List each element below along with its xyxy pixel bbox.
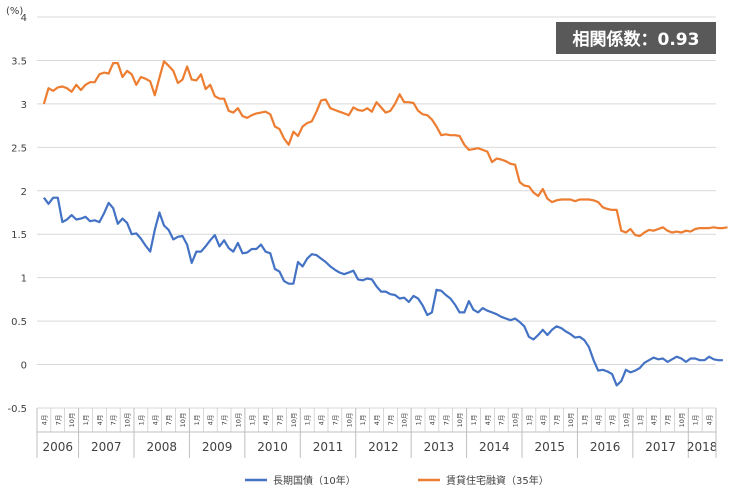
x-month-label: 10月	[124, 413, 132, 428]
y-tick-label: 3	[21, 100, 27, 111]
x-month-label: 1月	[525, 415, 533, 426]
x-month-label: 10月	[290, 413, 298, 428]
y-tick-label: 1	[21, 274, 27, 285]
x-year-label: 2009	[202, 440, 233, 454]
legend-label: 長期国債（10年）	[273, 474, 356, 487]
x-year-label: 2017	[645, 440, 676, 454]
x-month-label: 4月	[484, 415, 492, 426]
x-month-label: 4月	[706, 415, 714, 426]
x-month-label: 10月	[179, 413, 187, 428]
x-month-label: 4月	[539, 415, 547, 426]
x-month-label: 10月	[68, 413, 76, 428]
x-month-label: 7月	[387, 415, 395, 426]
x-month-label: 4月	[262, 415, 270, 426]
y-tick-label: 2	[21, 187, 27, 198]
x-month-label: 7月	[442, 415, 450, 426]
x-month-label: 1月	[193, 415, 201, 426]
x-year-label: 2010	[257, 440, 288, 454]
x-month-label: 7月	[609, 415, 617, 426]
x-month-label: 4月	[207, 415, 215, 426]
series-line	[43, 196, 723, 387]
x-year-label: 2006	[43, 440, 74, 454]
x-month-label: 1月	[581, 415, 589, 426]
x-year-label: 2007	[91, 440, 122, 454]
y-tick-label: 0.5	[11, 317, 27, 328]
y-unit-label: (%)	[6, 6, 23, 17]
series	[42, 60, 728, 387]
x-year-label: 2016	[590, 440, 621, 454]
x-month-label: 10月	[345, 413, 353, 428]
x-month-label: 7月	[331, 415, 339, 426]
badge-background	[556, 22, 716, 54]
x-month-label: 1月	[304, 415, 312, 426]
x-year-label: 2015	[534, 440, 565, 454]
x-month-label: 10月	[234, 413, 242, 428]
x-month-label: 1月	[470, 415, 478, 426]
x-year-label: 2018	[687, 440, 718, 454]
y-tick-label: -0.5	[7, 404, 27, 415]
y-tick-label: 1.5	[11, 230, 27, 241]
x-month-label: 4月	[373, 415, 381, 426]
x-month-label: 4月	[151, 415, 159, 426]
grid	[37, 16, 716, 409]
y-tick-label: 2.5	[11, 143, 27, 154]
x-month-label: 4月	[318, 415, 326, 426]
x-month-label: 4月	[428, 415, 436, 426]
x-month-label: 7月	[553, 415, 561, 426]
x-month-label: 4月	[40, 415, 48, 426]
x-month-label: 1月	[692, 415, 700, 426]
x-month-label: 1月	[82, 415, 90, 426]
x-month-label: 1月	[248, 415, 256, 426]
x-month-label: 10月	[512, 413, 520, 428]
x-month-label: 7月	[664, 415, 672, 426]
x-axis: 4月 7月 10月 1月 4月 7月 10月 1月 4月 7月 10月 1月 4月 7月 10月 1月 4月 7月…	[36, 408, 718, 458]
x-year-label: 2008	[146, 440, 177, 454]
x-month-label: 4月	[650, 415, 658, 426]
x-month-label: 10月	[678, 413, 686, 428]
badge-text: 相関係数：0.93	[573, 29, 700, 50]
x-month-label: 7月	[276, 415, 284, 426]
x-month-label: 10月	[401, 413, 409, 428]
x-month-label: 10月	[567, 413, 575, 428]
y-tick-label: 0	[21, 361, 27, 372]
y-tick-label: 4	[21, 13, 27, 24]
x-year-label: 2014	[479, 440, 510, 454]
x-month-label: 7月	[165, 415, 173, 426]
legend: 長期国債（10年） 賃貸住宅融資（35年）	[245, 474, 549, 487]
x-month-label: 7月	[54, 415, 62, 426]
x-month-label: 1月	[636, 415, 644, 426]
x-year-label: 2011	[313, 440, 344, 454]
x-month-label: 4月	[595, 415, 603, 426]
x-month-label: 1月	[137, 415, 145, 426]
series-line	[42, 60, 728, 238]
legend-label: 賃貸住宅融資（35年）	[446, 474, 549, 487]
x-month-label: 10月	[622, 413, 630, 428]
x-month-label: 7月	[221, 415, 229, 426]
x-year-label: 2012	[368, 440, 399, 454]
x-month-label: 1月	[415, 415, 423, 426]
y-tick-label: 3.5	[11, 56, 27, 67]
x-month-label: 1月	[359, 415, 367, 426]
x-month-label: 10月	[456, 413, 464, 428]
correlation-badge: 相関係数：0.93	[556, 22, 716, 54]
x-year-label: 2013	[424, 440, 455, 454]
x-month-label: 7月	[110, 415, 118, 426]
y-axis: 4 3.5 3 2.5 2 1.5 1 0.5 0 -0.5	[7, 13, 27, 415]
x-month-label: 4月	[96, 415, 104, 426]
x-month-label: 7月	[498, 415, 506, 426]
